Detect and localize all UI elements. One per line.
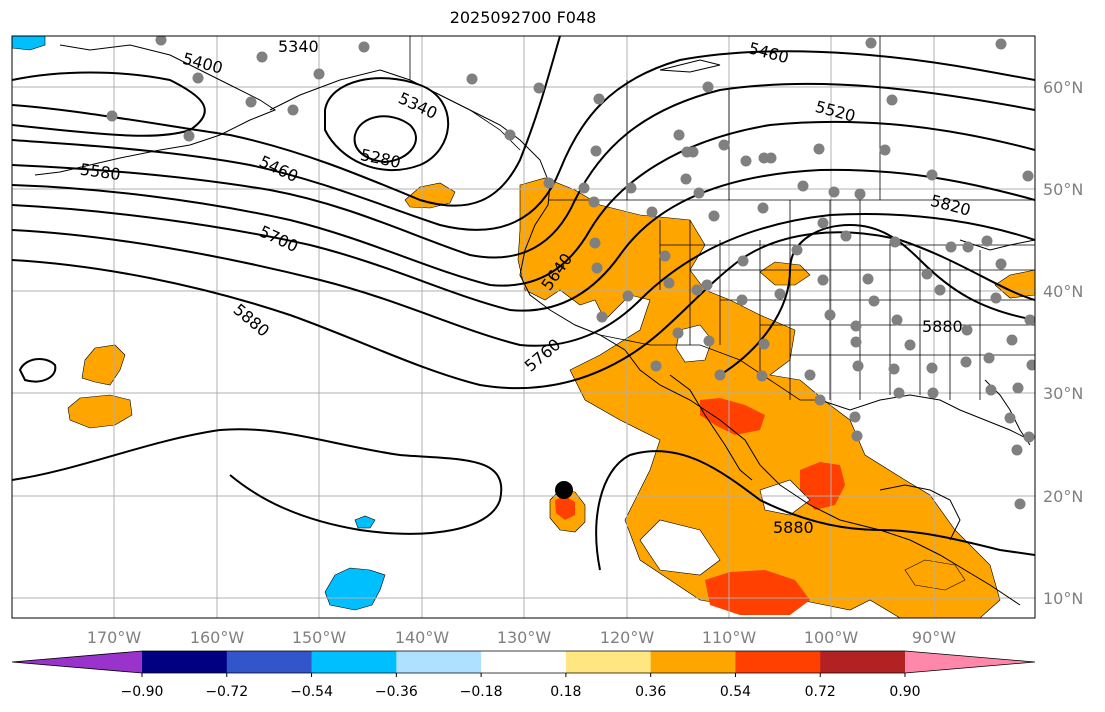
contour-label: 5340 (278, 37, 319, 56)
colorbar-tick-label: 0.36 (635, 684, 666, 700)
colorbar: −0.90 −0.72 −0.54 −0.36 −0.18 0.18 0.36 0.54 0.7… (11, 650, 1036, 700)
lon-label: 160°W (190, 628, 245, 647)
colorbar-segment (226, 651, 313, 673)
colorbar-tick-label: −0.54 (290, 684, 333, 700)
colorbar-tick-label: −0.18 (460, 684, 503, 700)
colorbar-segment (565, 651, 652, 673)
lon-label: 170°W (87, 628, 142, 647)
height-contours (12, 36, 1035, 571)
contour-label: 5880 (922, 317, 963, 336)
lat-label: 60°N (1043, 78, 1083, 97)
shaded-field-negative (12, 36, 386, 611)
colorbar-tick-label: 0.18 (550, 684, 581, 700)
storm-marker (555, 481, 573, 499)
lon-label: 110°W (702, 628, 757, 647)
colorbar-segment (311, 651, 397, 673)
colorbar-tick-label: −0.90 (121, 684, 164, 700)
lat-label: 50°N (1043, 180, 1083, 199)
map-title: 2025092700 F048 (449, 8, 597, 27)
lat-label: 20°N (1043, 487, 1083, 506)
map-frame (11, 35, 1036, 619)
lon-label: 150°W (292, 628, 347, 647)
colorbar-tick-label: 0.90 (889, 684, 920, 700)
lon-label: 100°W (804, 628, 859, 647)
lon-label: 120°W (600, 628, 655, 647)
latitude-labels: 60°N 50°N 40°N 30°N 20°N 10°N (1043, 78, 1083, 608)
colorbar-tick-label: −0.72 (205, 684, 248, 700)
colorbar-segment (820, 651, 906, 673)
colorbar-segment (650, 651, 736, 673)
lon-label: 90°W (912, 628, 956, 647)
contour-label: 5880 (773, 518, 814, 537)
colorbar-extend-high (905, 651, 1035, 673)
colorbar-segment (142, 651, 228, 673)
colorbar-tick-label: 0.72 (805, 684, 836, 700)
colorbar-extend-low (12, 651, 142, 673)
lon-label: 130°W (497, 628, 552, 647)
lat-label: 10°N (1043, 589, 1083, 608)
station-markers (106, 36, 1035, 510)
lat-label: 30°N (1043, 384, 1083, 403)
lon-label: 140°W (395, 628, 450, 647)
colorbar-segment (481, 651, 567, 673)
shaded-field-strong-positive (555, 398, 845, 615)
colorbar-segment (735, 651, 821, 673)
lat-label: 40°N (1043, 282, 1083, 301)
colorbar-tick-label: 0.54 (720, 684, 751, 700)
longitude-labels: 170°W 160°W 150°W 140°W 130°W 120°W 110°… (87, 628, 956, 647)
colorbar-tick-label: −0.36 (375, 684, 418, 700)
colorbar-segment (396, 651, 482, 673)
